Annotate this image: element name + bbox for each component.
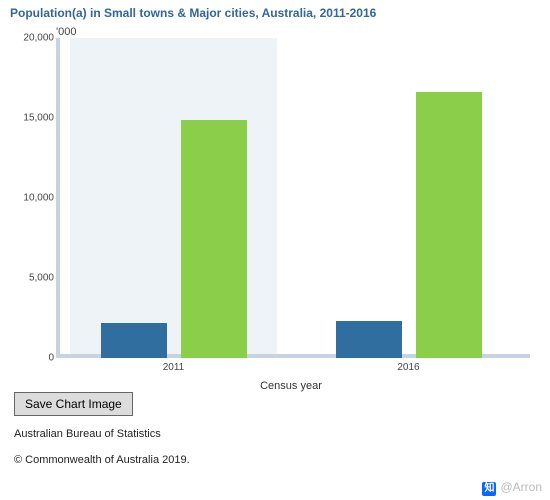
bar bbox=[336, 321, 402, 358]
chart-area: '000 Small towns Major cities 05,00010,0… bbox=[10, 24, 530, 384]
x-tick-label: 2016 bbox=[397, 362, 419, 373]
watermark: 知@Arron bbox=[482, 480, 542, 496]
y-tick-label: 0 bbox=[48, 353, 54, 364]
copyright-text: © Commonwealth of Australia 2019. bbox=[14, 454, 540, 466]
bar bbox=[416, 92, 482, 358]
y-axis-unit: '000 bbox=[56, 26, 76, 38]
zhihu-icon: 知 bbox=[482, 482, 496, 496]
y-tick-label: 5,000 bbox=[29, 273, 54, 284]
y-tick-label: 15,000 bbox=[23, 113, 54, 124]
chart-title: Population(a) in Small towns & Major cit… bbox=[10, 6, 540, 20]
y-axis-guide bbox=[56, 38, 60, 358]
x-tick-label: 2011 bbox=[163, 362, 185, 373]
x-axis-title: Census year bbox=[56, 380, 526, 392]
y-axis: 05,00010,00015,00020,000 bbox=[10, 38, 56, 358]
y-tick-label: 10,000 bbox=[23, 193, 54, 204]
save-chart-button[interactable]: Save Chart Image bbox=[14, 392, 133, 416]
y-tick-label: 20,000 bbox=[23, 33, 54, 44]
x-axis-labels: 2011 2016 bbox=[56, 362, 526, 382]
plot-region bbox=[56, 38, 526, 358]
bar bbox=[181, 120, 247, 358]
source-text: Australian Bureau of Statistics bbox=[14, 428, 540, 440]
bar bbox=[101, 323, 167, 358]
